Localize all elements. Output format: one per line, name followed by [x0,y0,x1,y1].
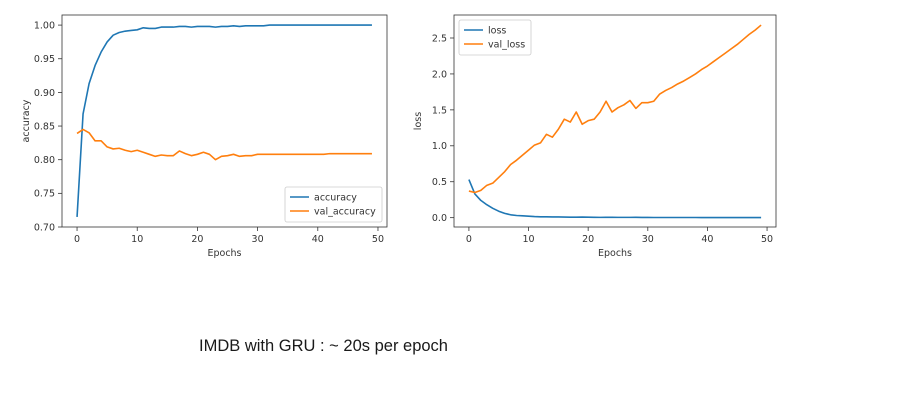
x-tick-label: 20 [191,234,203,245]
x-tick-label: 0 [74,234,80,245]
legend: loss val_loss [458,19,532,56]
legend-label: val_loss [488,39,525,50]
x-tick-label: 50 [761,234,773,245]
legend-label: val_accuracy [314,206,376,217]
x-tick-label: 50 [372,234,384,245]
charts-canvas: 0 10 20 30 40 500.700.750.800.850.900.951.00E… [21,14,777,259]
y-tick-label: 1.0 [432,141,447,152]
legend: accuracy val_accuracy [284,186,383,223]
y-tick-label: 2.0 [432,69,447,80]
y-tick-label: 0.90 [34,88,55,99]
x-tick-label: 30 [252,234,264,245]
x-tick-label: 10 [131,234,143,245]
y-tick-label: 0.70 [34,222,55,233]
plot-frame [453,14,777,228]
y-tick-label: 1.5 [432,105,447,116]
x-tick-label: 20 [582,234,594,245]
y-tick-label: 0.5 [432,177,447,188]
chart-1: 0 10 20 30 40 50 0.70 0.75 0.80 0.85 0.90 0.95 1.00 E… [21,14,388,259]
x-axis-label: Epochs [598,248,632,259]
series-line-accuracy [76,24,372,217]
x-tick-label: 40 [312,234,324,245]
y-tick-label: 0.80 [34,155,55,166]
series-line-val_loss [468,24,762,194]
x-axis-label: Epochs [207,248,241,259]
chart-2: 0 10 20 30 40 500.00.51.01.52.02.5Epochslossl… [413,14,777,259]
caption: IMDB with GRU : ~ 20s per epoch [199,337,448,355]
y-axis-label: accuracy [21,99,32,142]
legend-label: loss [488,25,506,36]
x-tick-label: 30 [642,234,654,245]
x-tick-label: 0 [466,234,472,245]
y-tick-label: 1.00 [34,20,55,31]
plot-frame [61,14,388,228]
y-tick-label: 0.85 [34,121,55,132]
y-tick-label: 0.75 [34,189,55,200]
y-tick-label: 0.0 [432,213,447,224]
legend-label: accuracy [314,192,357,203]
series-line-loss [468,179,762,219]
series-line-val_accuracy [76,128,372,161]
x-tick-label: 10 [522,234,534,245]
y-tick-label: 0.95 [34,54,55,65]
legend-box [284,186,383,223]
y-tick-label: 2.5 [432,33,447,44]
x-tick-label: 40 [701,234,713,245]
legend-box [458,19,532,56]
y-axis-label: loss [413,112,424,130]
